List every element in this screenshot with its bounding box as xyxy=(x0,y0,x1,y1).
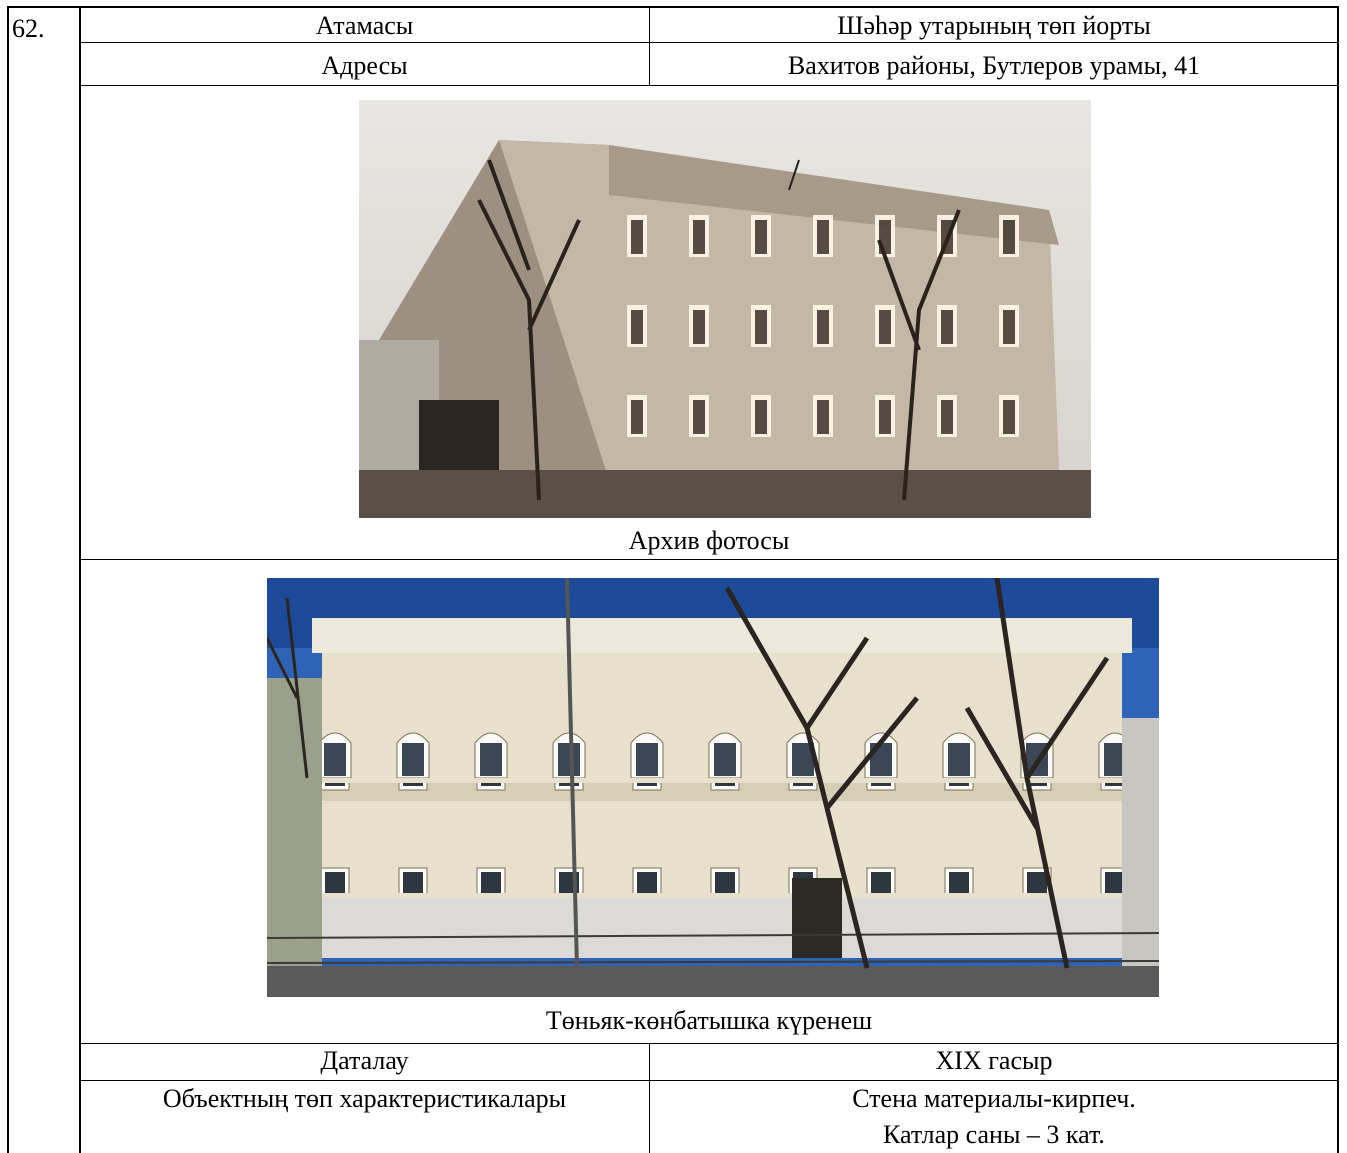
border xyxy=(80,559,1338,560)
value: Катлар саны – 3 кат. xyxy=(883,1120,1105,1149)
caption: Архив фотосы xyxy=(628,526,790,555)
label: Адресы xyxy=(321,51,408,80)
border xyxy=(7,6,9,1153)
value: XIX гасыр xyxy=(935,1046,1053,1075)
value: Шәһәр утарының төп йорты xyxy=(837,11,1151,40)
row-number: 62. xyxy=(12,14,45,43)
border xyxy=(80,1043,1338,1044)
border xyxy=(80,42,1338,43)
current-photo xyxy=(267,578,1159,997)
border xyxy=(80,85,1338,86)
border xyxy=(7,6,1339,8)
border xyxy=(649,7,650,85)
border xyxy=(1337,6,1339,1153)
border xyxy=(80,1080,1338,1081)
label: Даталау xyxy=(320,1046,409,1075)
value: Стена материалы-кирпеч. xyxy=(852,1084,1136,1113)
label: Атамасы xyxy=(315,11,414,40)
border xyxy=(79,6,81,1153)
label: Объектның төп характеристикалары xyxy=(162,1084,567,1113)
border xyxy=(649,1043,650,1153)
caption: Төньяк-көнбатышка күренеш xyxy=(545,1006,873,1035)
value: Вахитов районы, Бутлеров урамы, 41 xyxy=(787,51,1201,80)
archive-photo xyxy=(359,100,1091,518)
